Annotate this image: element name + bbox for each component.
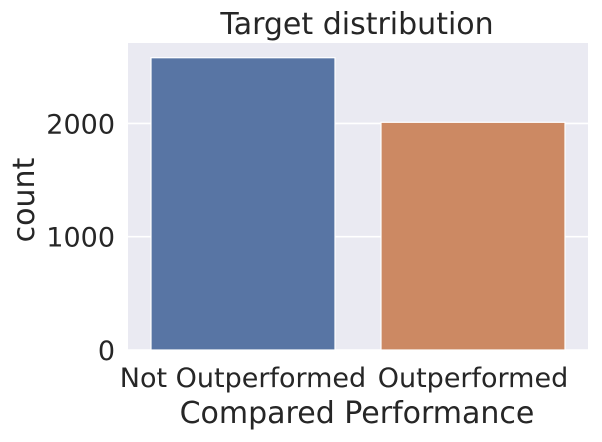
y-tick-labels: 0 1000 2000 (46, 109, 115, 367)
chart-title: Target distribution (219, 7, 493, 42)
x-tick-labels: Not Outperformed Outperformed (120, 363, 568, 394)
x-tick-label: Not Outperformed (120, 363, 366, 394)
bars (150, 57, 566, 351)
y-axis-label: count (7, 157, 42, 242)
y-tick-label: 2000 (46, 109, 115, 140)
x-tick-label: Outperformed (378, 363, 569, 394)
bar-outperformed (380, 121, 566, 351)
x-axis-label: Compared Performance (180, 396, 535, 431)
y-tick-label: 0 (98, 336, 115, 367)
y-tick-label: 1000 (46, 223, 115, 254)
bar-not-outperformed (150, 57, 336, 351)
